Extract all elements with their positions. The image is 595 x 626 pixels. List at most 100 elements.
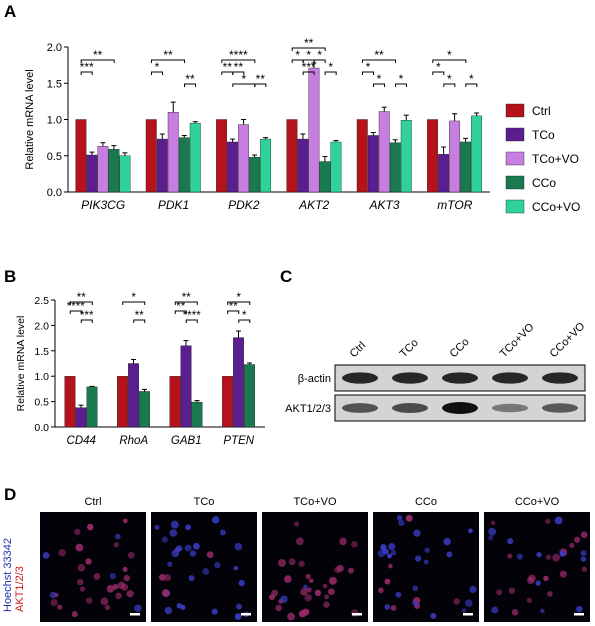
- micro-cell-4-27: [496, 589, 503, 596]
- chart-a-bar-1-0: [145, 119, 157, 193]
- chart-b-category-label-3: PTEN: [223, 435, 254, 447]
- micro-cell-4-16: [507, 538, 514, 545]
- micro-cell-0-18: [123, 574, 130, 582]
- western-blot: Ctrl TCo CCo TCo+VO CCo+VO β-actin AKT1/2/3: [285, 320, 588, 422]
- chart-a-bar-0-4: [119, 155, 131, 193]
- chart-a-sig-label-17: *: [366, 60, 371, 74]
- micro-cell-1-23: [188, 575, 195, 582]
- micro-cell-2-30: [280, 595, 288, 603]
- micro-cell-4-21: [576, 605, 583, 613]
- micro-cell-0-19: [109, 572, 117, 580]
- chart-a-sig-bracket-22: [443, 83, 456, 87]
- chart-b-sig-label-2: ***: [80, 310, 94, 322]
- micro-panel-4: [484, 512, 590, 622]
- legend-swatch-0: [505, 103, 525, 118]
- micro-cell-2-7: [324, 594, 330, 600]
- chart-b-ylabel: Relative mRNA level: [15, 316, 27, 412]
- micro-cell-4-10: [535, 580, 541, 586]
- micro-cell-0-14: [85, 597, 93, 604]
- chart-a-sig-bracket-17: [362, 71, 374, 75]
- chart-b: 0.0 0.5 1.0 1.5 2.0 2.5 Relative mRNA level CD4…: [15, 292, 265, 447]
- micro-cell-1-22: [169, 529, 178, 537]
- chart-b-sig-label-1: ****: [67, 301, 85, 313]
- chart-a-sig-label-10: **: [304, 36, 314, 50]
- chart-a-sig-label-16: **: [374, 48, 384, 62]
- micro-cell-2-21: [304, 593, 312, 602]
- chart-a-sig-label-9: **: [256, 72, 266, 86]
- blot-band-0-4: [542, 372, 578, 384]
- chart-b-sig-label-10: *: [242, 310, 247, 322]
- micro-cell-4-11: [552, 553, 561, 562]
- legend-label-4: CCo+VO: [532, 200, 580, 214]
- chart-a-sig-label-15: *: [328, 60, 333, 74]
- chart-b-sig-label-7: ****: [183, 310, 201, 322]
- micro-cell-4-6: [516, 553, 523, 560]
- chart-a-bar-4-2: [378, 111, 390, 193]
- chart-a-bar-0-1: [86, 154, 98, 193]
- micro-cell-1-28: [175, 545, 183, 552]
- chart-a-ylabel: Relative mRNA level: [24, 69, 36, 169]
- micro-cell-4-30: [488, 535, 494, 541]
- micro-label-0: Ctrl: [84, 496, 101, 508]
- chart-a-sig-label-19: *: [399, 72, 404, 86]
- micro-cell-3-6: [430, 612, 437, 619]
- micro-cell-0-13: [58, 549, 66, 557]
- micro-cell-0-2: [100, 597, 109, 606]
- micro-scalebar-2: [352, 613, 362, 616]
- micro-cell-2-19: [298, 560, 305, 567]
- micro-cell-2-27: [336, 564, 344, 572]
- micro-cell-1-8: [154, 524, 160, 530]
- chart-a-sig-label-22: *: [447, 72, 452, 86]
- chart-a-bar-2-3: [249, 156, 261, 193]
- chart-b-bar-3-0: [222, 376, 233, 428]
- micro-cell-4-31: [559, 570, 567, 578]
- blot-band-0-1: [392, 372, 428, 384]
- micro-cell-4-26: [580, 556, 587, 562]
- micro-cell-1-14: [211, 608, 218, 615]
- chart-a-sig-label-21: *: [436, 60, 441, 74]
- chart-a-bar-1-4: [189, 122, 201, 193]
- chart-a-sig-label-2: **: [163, 48, 173, 62]
- chart-a-bar-2-2: [238, 124, 250, 193]
- chart-a-bar-3-3: [319, 161, 331, 193]
- chart-a-bar-1-1: [156, 138, 168, 193]
- micro-cell-4-17: [545, 554, 552, 560]
- chart-b-sig-label-9: **: [229, 301, 238, 313]
- micro-cell-2-6: [351, 609, 359, 617]
- micro-cell-0-10: [113, 542, 119, 548]
- micro-cell-1-7: [214, 561, 221, 569]
- micro-cell-4-14: [507, 553, 513, 559]
- chart-b-category-label-1: RhoA: [119, 435, 148, 447]
- micro-cell-0-16: [86, 523, 94, 531]
- micro-cell-1-30: [158, 573, 166, 581]
- chart-b-sig-bracket-8: [227, 301, 251, 305]
- micro-cell-2-3: [298, 609, 307, 618]
- micro-cell-1-19: [234, 613, 242, 620]
- micro-cell-0-31: [112, 583, 119, 590]
- micro-cell-2-17: [278, 558, 286, 567]
- micro-cell-0-21: [79, 586, 86, 592]
- chart-a-sig-bracket-3: [151, 71, 163, 75]
- micro-cell-1-6: [184, 544, 192, 552]
- chart-b-bar-2-1: [180, 345, 192, 428]
- chart-a-sig-bracket-0: [80, 59, 115, 63]
- chart-a-sig-bracket-2: [151, 59, 185, 63]
- chart-a-sig-bracket-15: [324, 71, 337, 75]
- legend-swatch-2: [505, 151, 525, 166]
- micro-cell-1-24: [206, 551, 214, 559]
- micro-cell-3-13: [446, 551, 453, 558]
- micro-cell-3-2: [388, 563, 393, 569]
- chart-b-sig-bracket-2: [80, 319, 93, 323]
- chart-b-bar-0-1: [75, 407, 87, 428]
- micro-cell-2-24: [348, 567, 355, 574]
- chart-a-bar-3-2: [308, 67, 320, 193]
- chart-b-bar-1-0: [117, 376, 128, 428]
- chart-b-bar-2-2: [191, 401, 203, 428]
- micro-cell-2-18: [295, 537, 304, 546]
- chart-b-ytick-label-4: 2.0: [34, 320, 49, 332]
- chart-b-sig-label-5: **: [182, 292, 191, 304]
- chart-a-sig-bracket-19: [395, 83, 407, 87]
- micro-cell-1-12: [236, 603, 242, 610]
- chart-a-sig-label-3: *: [155, 60, 160, 74]
